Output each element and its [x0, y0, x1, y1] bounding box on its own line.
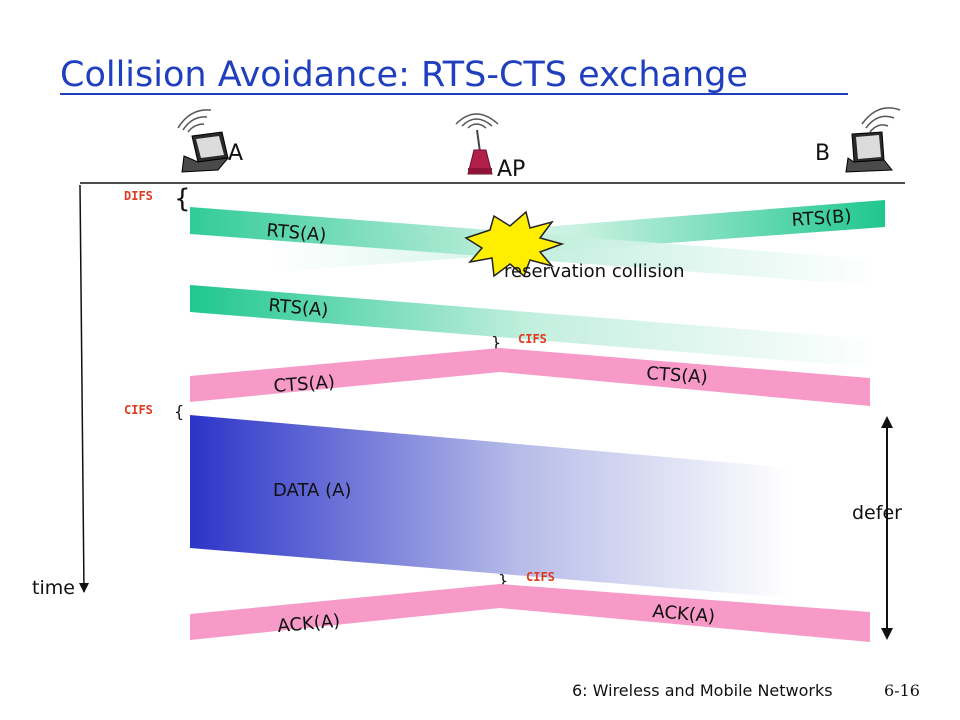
station-a-label: A — [228, 141, 243, 166]
ack-a-frame — [190, 584, 870, 642]
rts-b-frame — [275, 200, 885, 272]
time-axis-label: time — [32, 577, 75, 599]
rts-a-retry-label: RTS(A) — [268, 295, 330, 321]
rts-a-frame-retry — [190, 285, 880, 368]
station-b-label: B — [815, 141, 830, 166]
data-label: DATA (A) — [273, 480, 351, 501]
difs-brace: { — [174, 184, 191, 214]
cts-a-left-label: CTS(A) — [273, 372, 336, 397]
rts-b-label: RTS(B) — [791, 206, 852, 231]
laptop-wireless-icon — [845, 107, 901, 173]
footer-chapter: 6: Wireless and Mobile Networks — [572, 681, 833, 700]
collision-star-icon — [464, 210, 565, 278]
collision-label: reservation collision — [504, 261, 685, 282]
footer-page-number: 6-16 — [884, 681, 920, 700]
defer-label: defer — [852, 502, 902, 524]
ack-a-left-label: ACK(A) — [277, 611, 341, 637]
time-axis-line — [79, 184, 89, 593]
cifs-a-label: CIFS — [124, 403, 153, 417]
access-point-icon — [455, 113, 499, 175]
cts-a-frame — [190, 348, 870, 406]
cifs-ap2-label: CIFS — [526, 570, 555, 584]
cifs-a-brace: { — [174, 402, 184, 421]
defer-arrow-head-up — [881, 416, 893, 428]
ack-a-right-label: ACK(A) — [652, 601, 716, 627]
data-frame — [190, 415, 790, 598]
cifs-ap2-brace: } — [498, 571, 508, 590]
cts-a-right-label: CTS(A) — [646, 363, 709, 388]
cifs-ap-label: CIFS — [518, 332, 547, 346]
station-ap-label: AP — [497, 157, 525, 182]
rts-a-label: RTS(A) — [266, 220, 328, 246]
defer-arrow-head-down — [881, 628, 893, 640]
cifs-brace: } — [491, 333, 501, 352]
page-title: Collision Avoidance: RTS-CTS exchange — [60, 55, 748, 95]
difs-label: DIFS — [124, 189, 153, 203]
laptop-wireless-icon — [177, 109, 230, 173]
